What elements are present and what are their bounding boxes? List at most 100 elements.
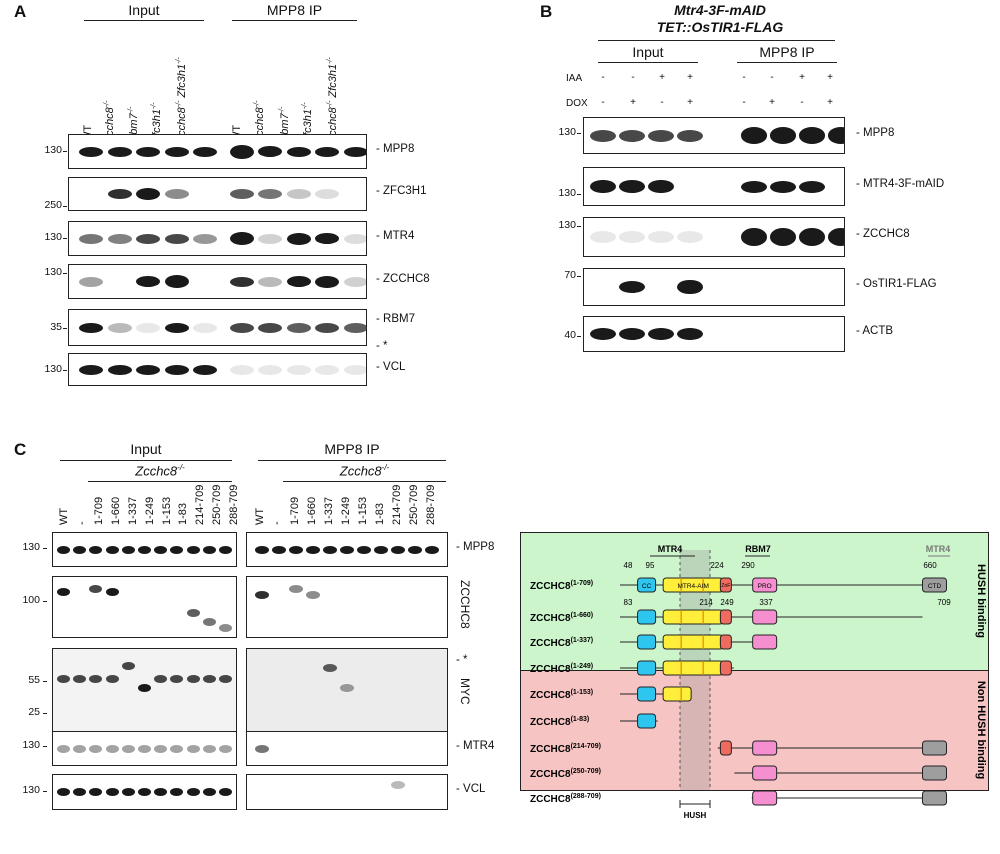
- blot-band: [121, 545, 135, 554]
- blot-band: [255, 744, 269, 753]
- blot-band: [107, 364, 132, 375]
- blot-band: [136, 322, 160, 333]
- blot-band: [79, 233, 103, 244]
- blot-band: [828, 127, 844, 144]
- dox-condition: -: [601, 97, 605, 108]
- panel-c-ip-header: MPP8 IP: [324, 441, 380, 457]
- molecular-weight-marker: 250: [44, 199, 62, 211]
- ctd-domain: [922, 577, 948, 593]
- pos-224: 224: [710, 561, 724, 570]
- blot-label: - ZFC3H1: [376, 185, 427, 197]
- panel-a-ip-rule: [232, 20, 357, 21]
- panel-a-input-rule: [84, 20, 204, 21]
- blot-label: - ACTB: [856, 325, 894, 337]
- blot-ip-vcl: [246, 774, 448, 810]
- blot-band: [186, 675, 200, 684]
- mw-tick: [43, 681, 47, 682]
- blot-zcchc8: [583, 217, 845, 257]
- mw-tick: [63, 151, 67, 152]
- mw-tick: [43, 548, 47, 549]
- mw-tick: [43, 791, 47, 792]
- pro-domain: [752, 765, 778, 781]
- mw-tick: [43, 746, 47, 747]
- construct-name: ZCCHC8(1-153): [530, 689, 593, 701]
- panel-c-letter: C: [14, 440, 27, 459]
- blot-band: [79, 276, 103, 287]
- blot-input-myc: [52, 648, 237, 744]
- blot-input-mtr4: [52, 731, 237, 766]
- dox-condition: +: [769, 97, 775, 108]
- iaa-condition: +: [659, 72, 665, 83]
- blot-label: - ZCCHC8: [376, 272, 430, 285]
- cc-domain: [637, 634, 657, 650]
- blot-band: [193, 233, 217, 244]
- blot-band: [258, 364, 282, 375]
- construct-name: ZCCHC8(1-249): [530, 663, 593, 675]
- blot-band: [619, 231, 645, 243]
- blot-band: [73, 675, 87, 684]
- blot-band: [306, 545, 320, 554]
- panel-c-ip-lane-label: 1-249: [340, 496, 352, 525]
- blot-zfc3h1: [68, 177, 367, 211]
- blot-band: [391, 545, 405, 554]
- blot-band: [138, 744, 151, 753]
- pos-214: 214: [699, 598, 713, 607]
- panel-c-input-lane-label: 1-83: [177, 502, 189, 525]
- blot-mtr4-3f-maid: [583, 167, 845, 206]
- panel-a-lane-label: Zcchc8-/- Zfc3h1-/-: [175, 57, 188, 143]
- blot-band: [619, 129, 645, 142]
- blot-band: [229, 364, 254, 375]
- blot-band: [677, 279, 703, 295]
- blot-band: [619, 179, 645, 194]
- blot-band: [315, 364, 339, 375]
- mtr4-aim-domain: [662, 686, 692, 702]
- blot-band: [343, 364, 366, 375]
- blot-band: [286, 276, 311, 287]
- zcchc8-domain-diagram: MTR4 RBM7 MTR4 48 95 224 290 660 83 214 …: [520, 532, 989, 820]
- znf-domain: [719, 609, 732, 625]
- panel-c-input-lane-label: 1-660: [110, 496, 122, 525]
- construct-name: ZCCHC8(1-83): [530, 716, 589, 728]
- panel-a-ip-header: MPP8 IP: [266, 2, 323, 18]
- construct-rows: ZCCHC8(1-709) CC MTR4-AIM ZnF PRO CTD ZCCHC8(1…: [530, 577, 948, 806]
- blot-band: [73, 788, 87, 796]
- panel-c-ip-lane-label: 1-709: [289, 496, 301, 525]
- blot-rbm7: [68, 309, 367, 346]
- panel-a-letter: A: [14, 2, 27, 21]
- blot-band: [136, 188, 160, 200]
- blot-band: [154, 744, 168, 753]
- hush-label: HUSH: [684, 811, 707, 820]
- panel-a-lane-label: Zcchc8-/- Zfc3h1-/-: [326, 57, 339, 143]
- blot-band: [186, 744, 200, 753]
- aim-domain-label: MTR4-AIM: [677, 583, 708, 590]
- blot-band: [741, 127, 767, 144]
- pro-domain: [752, 790, 778, 806]
- blot-band: [105, 744, 119, 753]
- blot-label: - VCL: [456, 783, 486, 795]
- blot-band: [677, 231, 703, 243]
- panel-b-dox-label: DOX: [566, 98, 588, 109]
- hush-binding-label: HUSH binding: [975, 564, 987, 638]
- blot-band: [170, 744, 184, 753]
- blot-band: [136, 364, 160, 375]
- blot-band: [219, 788, 232, 796]
- blot-band: [138, 684, 151, 693]
- blot-label: ZCCHC8: [458, 580, 472, 629]
- blot-label: MYC: [458, 678, 472, 705]
- panel-a-input-header: Input: [128, 2, 160, 18]
- mw-tick: [43, 601, 47, 602]
- blot-vcl: [68, 353, 367, 386]
- blot-band: [202, 675, 216, 684]
- molecular-weight-marker: 55: [28, 674, 40, 686]
- mtr4-aim-domain: [662, 634, 724, 650]
- panel-b-ip-rule: [737, 62, 837, 63]
- blot-band: [73, 744, 87, 753]
- dox-condition: +: [687, 97, 693, 108]
- mtr4-aim-domain: [662, 660, 724, 676]
- panel-b-title-2: TET::OsTIR1-FLAG: [656, 19, 784, 35]
- iaa-condition: -: [742, 72, 746, 83]
- molecular-weight-marker: 130: [558, 126, 576, 138]
- panel-c-input-lane-label: 214-709: [194, 484, 206, 525]
- panel-c-input-lane-label: 250-709: [211, 484, 223, 525]
- blot-band: [121, 661, 135, 670]
